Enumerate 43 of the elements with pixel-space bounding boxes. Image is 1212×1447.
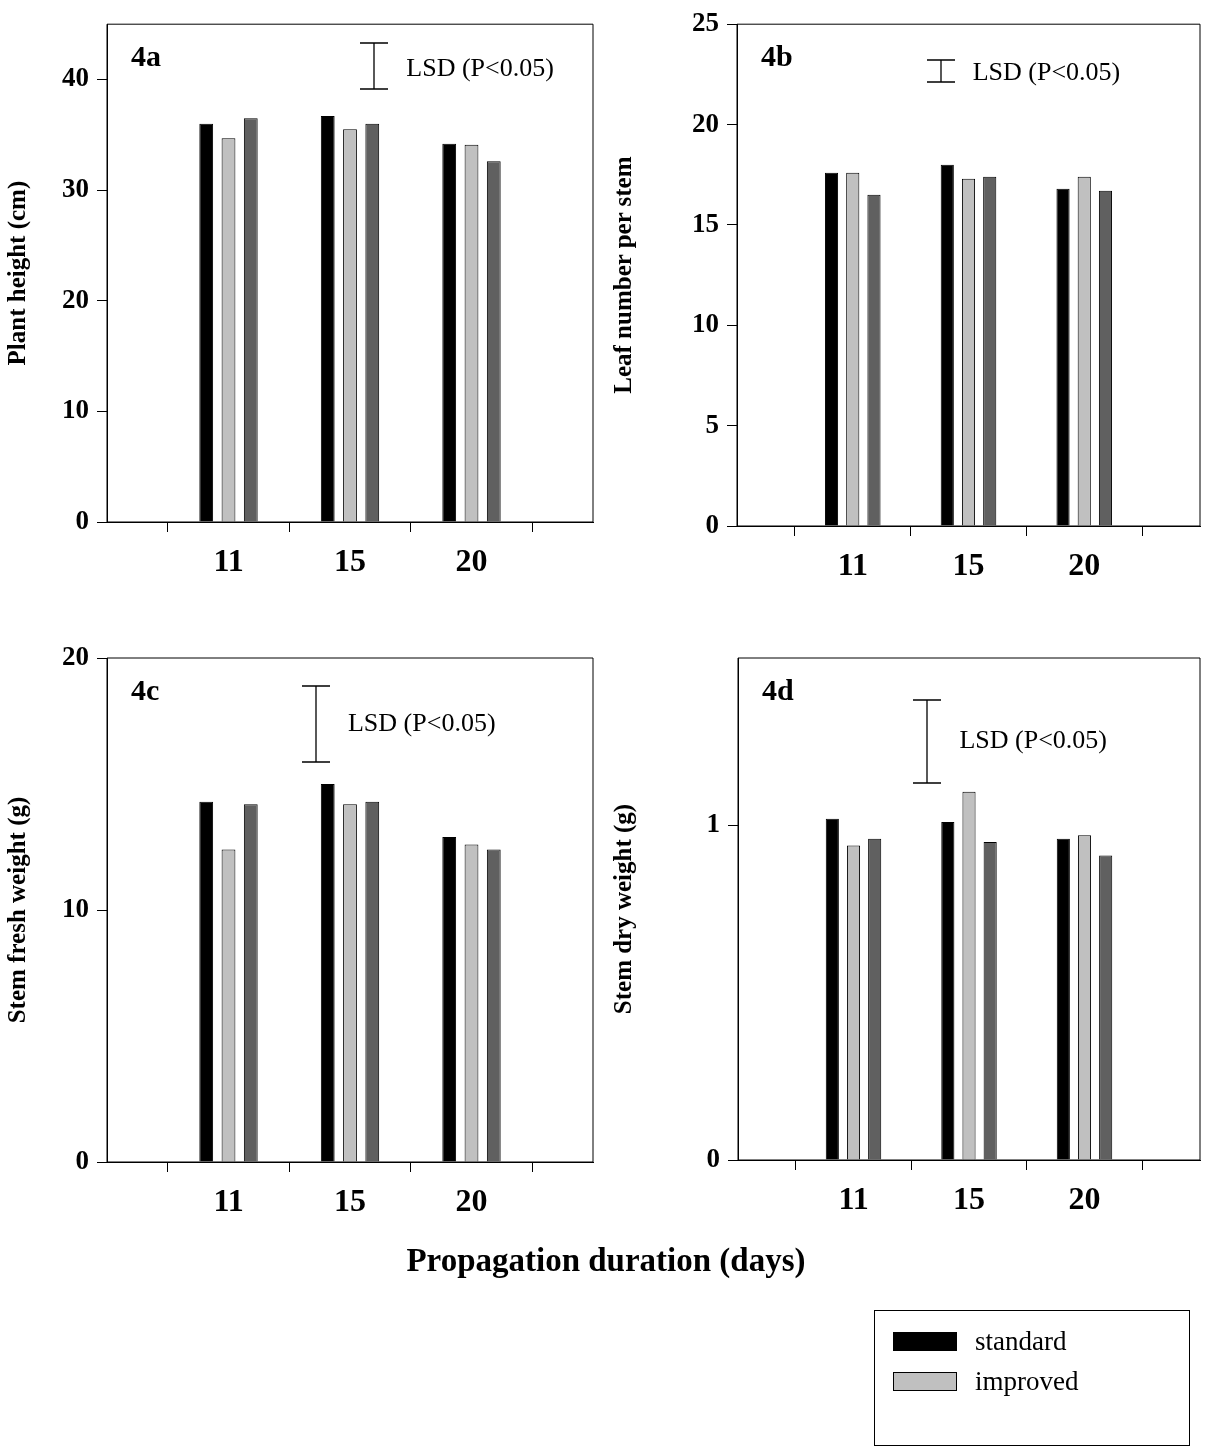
x-tick-label: 15 bbox=[334, 1182, 366, 1219]
x-tick-label: 11 bbox=[213, 1182, 244, 1219]
x-tick-label: 15 bbox=[334, 542, 366, 579]
y-tick-label: 30 bbox=[62, 173, 89, 204]
annotation: LSD (P<0.05) bbox=[347, 707, 496, 737]
text: 4c bbox=[131, 673, 160, 706]
y-tick-label: 15 bbox=[692, 207, 719, 238]
y-tick-label: 40 bbox=[62, 62, 89, 93]
text: 4b bbox=[761, 39, 793, 73]
text: 4a bbox=[131, 39, 161, 73]
y-tick-label: 1 bbox=[706, 808, 720, 839]
annotation: LSD (P<0.05) bbox=[959, 725, 1107, 755]
text: 4d bbox=[762, 673, 794, 706]
y-tick-label: 10 bbox=[62, 394, 89, 425]
legend-label: standard bbox=[975, 1325, 1067, 1357]
x-axis-title: Propagation duration (days) bbox=[405, 1242, 807, 1279]
legend-label: improved bbox=[975, 1365, 1079, 1397]
x-tick-label: 20 bbox=[455, 1182, 488, 1219]
y-tick-label: 10 bbox=[692, 308, 719, 339]
x-tick-label: 20 bbox=[455, 542, 488, 579]
x-tick-label: 20 bbox=[1068, 546, 1101, 583]
x-tick-label: 15 bbox=[952, 546, 985, 583]
y-tick-label: 20 bbox=[62, 640, 89, 671]
x-tick-label: 11 bbox=[213, 542, 244, 579]
y-tick-label: 0 bbox=[75, 1144, 89, 1175]
x-tick-label: 15 bbox=[953, 1180, 985, 1217]
y-tick-label: 0 bbox=[705, 508, 719, 539]
x-tick-label: 11 bbox=[837, 546, 868, 583]
annotation: LSD (P<0.05) bbox=[406, 53, 554, 83]
y-tick-label: 0 bbox=[706, 1142, 720, 1173]
y-tick-label: 5 bbox=[705, 408, 719, 439]
y-axis-title: Stem dry weight (g) bbox=[609, 803, 638, 1015]
y-tick-label: 20 bbox=[62, 283, 89, 314]
y-axis-title: Leaf number per stem bbox=[609, 156, 637, 394]
y-tick-label: 20 bbox=[692, 107, 719, 138]
annotation: LSD (P<0.05) bbox=[972, 57, 1121, 87]
y-axis-title: Stem fresh weight (g) bbox=[3, 796, 32, 1024]
y-tick-label: 0 bbox=[75, 504, 89, 535]
y-tick-label: 10 bbox=[62, 892, 89, 923]
x-tick-label: 11 bbox=[838, 1180, 869, 1217]
y-axis-title: Plant height (cm) bbox=[3, 180, 32, 366]
x-tick-label: 20 bbox=[1068, 1180, 1101, 1217]
y-tick-label: 25 bbox=[692, 7, 719, 38]
